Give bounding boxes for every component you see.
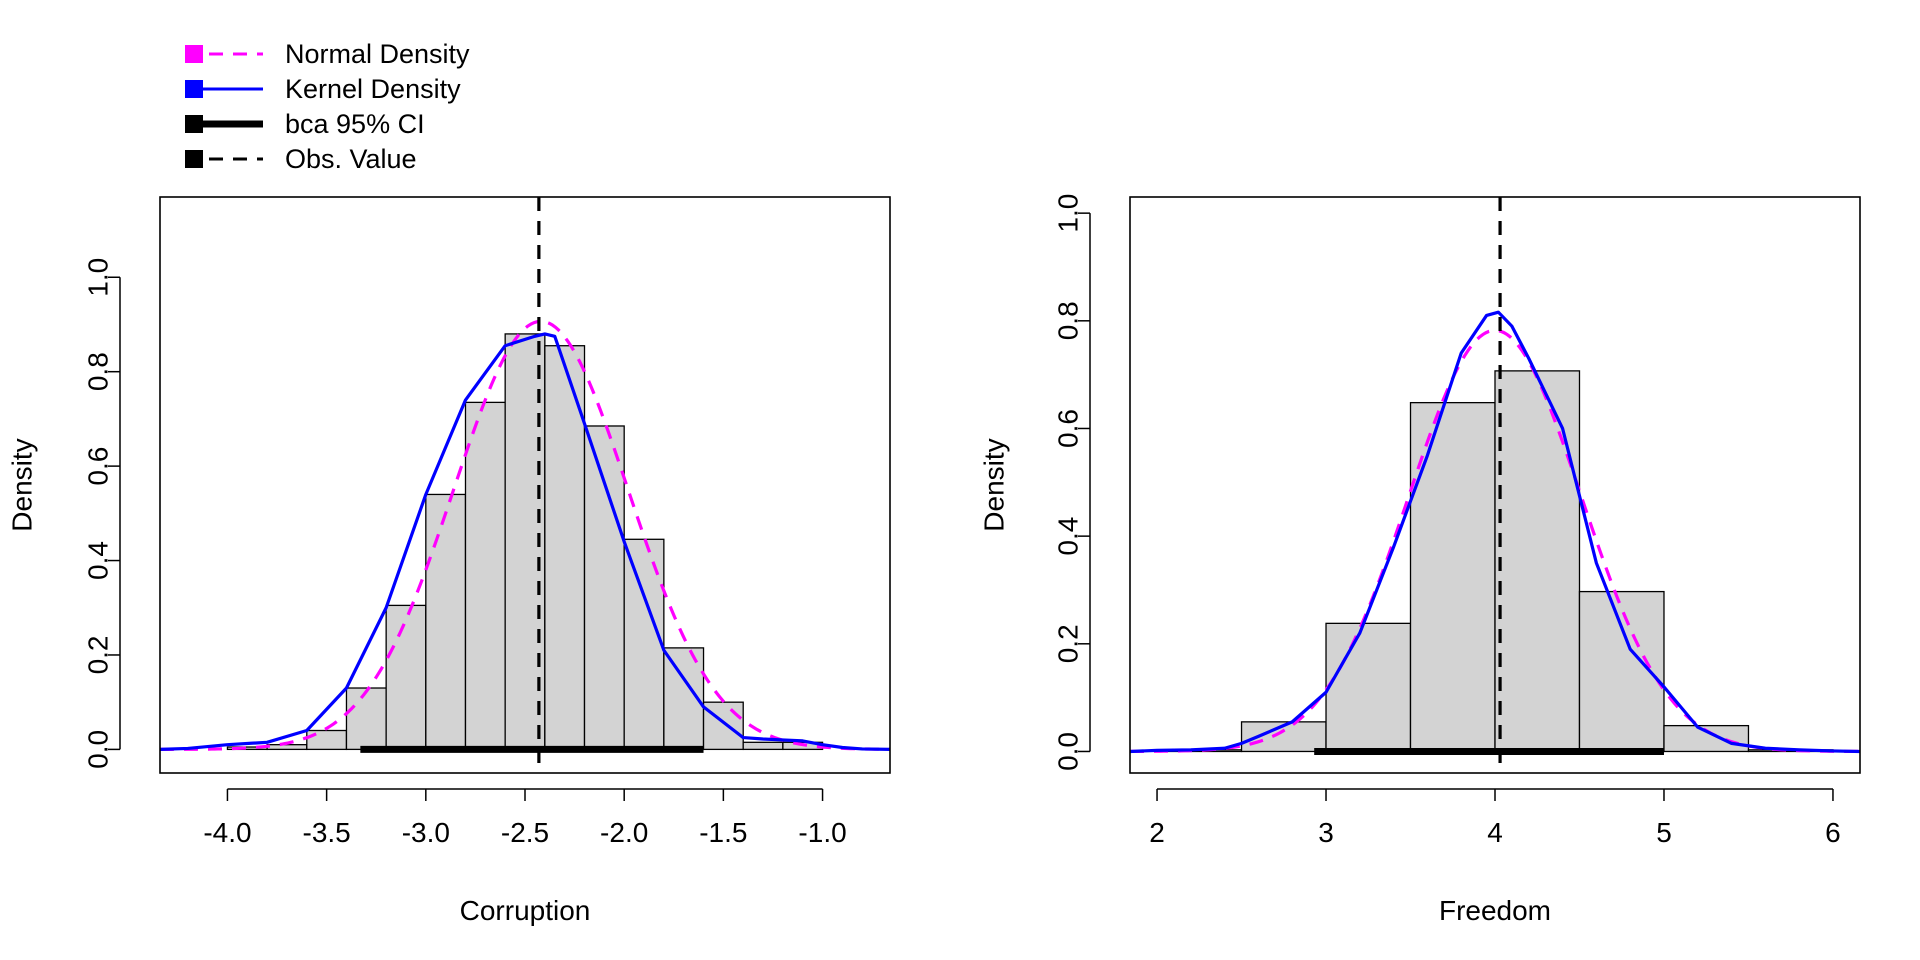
x-axis: -4.0 -3.5 -3.0 -2.5 -2.0 -1.5 -1.0 Corruption bbox=[203, 788, 847, 926]
y-tick-label: 0.0 bbox=[1052, 732, 1083, 771]
y-axis: 0.0 0.2 0.4 0.6 0.8 1.0 Density bbox=[978, 194, 1091, 771]
legend-label: Normal Density bbox=[285, 39, 470, 69]
y-tick-label: 0.8 bbox=[1052, 301, 1083, 340]
histogram-bar bbox=[345, 687, 387, 751]
x-tick-label: -3.0 bbox=[402, 817, 450, 848]
histogram-bar bbox=[1494, 370, 1581, 753]
x-axis: 2 3 4 5 6 Freedom bbox=[1149, 788, 1841, 926]
y-tick-label: 0.4 bbox=[82, 541, 113, 580]
y-axis-title: Density bbox=[978, 438, 1009, 531]
legend: Normal Density Kernel Density bca 95% CI Ob… bbox=[185, 39, 470, 174]
histogram-bar bbox=[425, 493, 467, 751]
kernel-density-line bbox=[159, 332, 891, 751]
y-axis: 0.0 0.2 0.4 0.6 0.8 1.0 Density bbox=[6, 258, 121, 769]
x-tick-label: 3 bbox=[1318, 817, 1334, 848]
x-tick-label: 6 bbox=[1825, 817, 1841, 848]
legend-item-obs-value: Obs. Value bbox=[185, 144, 417, 174]
legend-item-bca-95-ci: bca 95% CI bbox=[185, 109, 425, 139]
legend-marker-kernel-density bbox=[185, 80, 203, 98]
x-tick-label: -1.5 bbox=[699, 817, 747, 848]
panel-freedom: 0.0 0.2 0.4 0.6 0.8 1.0 Density 2 3 4 5 6 Freedom bbox=[978, 194, 1861, 926]
y-tick-label: 0.0 bbox=[82, 730, 113, 769]
x-tick-label: 5 bbox=[1656, 817, 1672, 848]
histogram-bars bbox=[226, 333, 824, 751]
histogram-bar bbox=[464, 401, 506, 751]
legend-marker-obs-value bbox=[185, 150, 203, 168]
panel-corruption: 0.0 0.2 0.4 0.6 0.8 1.0 Density -4.0 -3.5 -3.0 -2.… bbox=[6, 196, 891, 926]
kernel-density-line bbox=[1129, 310, 1861, 754]
y-tick-label: 1.0 bbox=[1052, 194, 1083, 233]
x-tick-label: -4.0 bbox=[203, 817, 251, 848]
y-tick-label: 0.2 bbox=[82, 635, 113, 674]
histogram-bar bbox=[385, 604, 427, 751]
y-tick-label: 0.6 bbox=[1052, 409, 1083, 448]
x-tick-label: -3.5 bbox=[303, 817, 351, 848]
y-tick-label: 0.8 bbox=[82, 352, 113, 391]
legend-label: Kernel Density bbox=[285, 74, 461, 104]
x-tick-label: -2.0 bbox=[600, 817, 648, 848]
legend-marker-normal-density bbox=[185, 45, 203, 63]
x-tick-label: -1.0 bbox=[798, 817, 846, 848]
legend-item-kernel-density: Kernel Density bbox=[185, 74, 461, 104]
histogram-bar bbox=[306, 729, 348, 751]
histogram-bar bbox=[742, 741, 784, 751]
histogram-bar bbox=[1409, 401, 1496, 753]
y-tick-label: 0.4 bbox=[1052, 517, 1083, 556]
histogram-bar bbox=[702, 701, 744, 751]
y-tick-label: 0.6 bbox=[82, 447, 113, 486]
x-tick-label: 4 bbox=[1487, 817, 1503, 848]
legend-marker-bca-95-ci bbox=[185, 115, 203, 133]
normal-density-line bbox=[160, 319, 891, 751]
histogram-bar bbox=[266, 744, 308, 751]
x-tick-label: -2.5 bbox=[501, 817, 549, 848]
legend-label: Obs. Value bbox=[285, 144, 417, 174]
x-axis-title: Freedom bbox=[1439, 895, 1551, 926]
histogram-bars bbox=[1156, 370, 1834, 753]
x-tick-label: 2 bbox=[1149, 817, 1165, 848]
legend-label: bca 95% CI bbox=[285, 109, 425, 139]
histogram-bar bbox=[1325, 622, 1412, 753]
y-axis-title: Density bbox=[6, 438, 37, 531]
y-tick-label: 0.2 bbox=[1052, 624, 1083, 663]
y-tick-label: 1.0 bbox=[82, 258, 113, 297]
legend-item-normal-density: Normal Density bbox=[185, 39, 470, 69]
histogram-bar bbox=[544, 345, 586, 751]
plot-frame bbox=[1129, 196, 1861, 774]
histogram-bar bbox=[583, 425, 625, 751]
x-axis-title: Corruption bbox=[460, 895, 591, 926]
plot-frame bbox=[159, 196, 891, 774]
